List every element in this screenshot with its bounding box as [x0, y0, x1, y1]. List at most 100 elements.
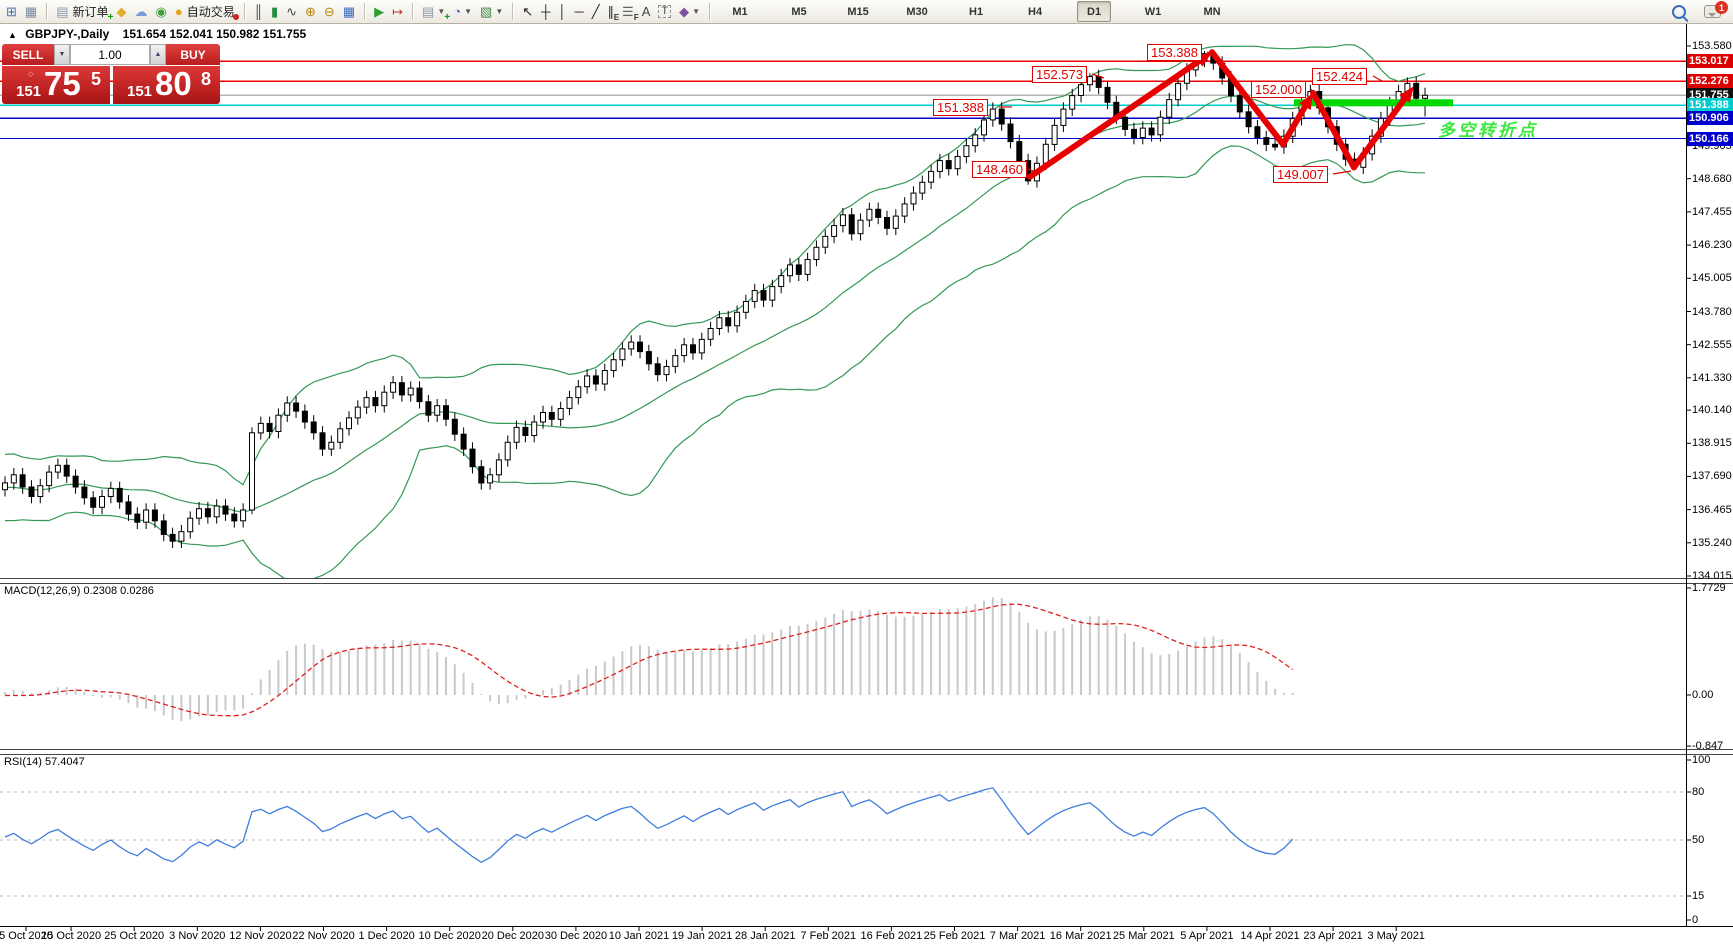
date-label: 10 Dec 2020: [418, 930, 481, 942]
volume-decrease-button[interactable]: ▼: [54, 44, 70, 65]
macd-scale-label: 1.7729: [1692, 582, 1726, 594]
volume-input[interactable]: 1.00: [70, 44, 150, 65]
profiles-icon[interactable]: ▦: [24, 4, 38, 19]
date-label: 15 Oct 2020: [41, 930, 102, 942]
price-callout: 153.388: [1147, 44, 1202, 61]
line-chart-icon[interactable]: ∿: [286, 4, 298, 19]
price-tick-label: 153.580: [1692, 40, 1732, 52]
rsi-pane-separator[interactable]: [0, 749, 1733, 755]
date-label: 5 Apr 2021: [1180, 930, 1234, 942]
price-tick-label: 146.230: [1692, 239, 1732, 252]
date-label: 25 Mar 2021: [1112, 930, 1175, 942]
metaeditor-icon[interactable]: ◆: [116, 4, 127, 19]
signals-icon[interactable]: ◉: [155, 4, 167, 19]
price-callout: 152.424: [1312, 68, 1367, 85]
timeframe-m1[interactable]: M1: [732, 5, 748, 18]
toolbar-group-4: ▤ + ▼ ◔ ▼ ▧ ▼: [416, 0, 509, 23]
timeframe-m30[interactable]: M30: [906, 5, 928, 18]
date-label: 7 Feb 2021: [800, 930, 857, 942]
bid-sup: 5: [90, 69, 101, 89]
auto-scroll-icon[interactable]: ▶: [374, 4, 385, 19]
rsi-scale-label: 50: [1692, 834, 1705, 846]
price-tick-label: 134.015: [1692, 570, 1732, 582]
search-icon[interactable]: [1672, 4, 1686, 19]
price-tick-label: 148.680: [1692, 172, 1732, 185]
chart-shift-icon[interactable]: ↦: [392, 4, 404, 19]
buy-button[interactable]: BUY: [166, 44, 220, 65]
timeframe-m15[interactable]: M15: [847, 5, 869, 18]
timeframe-d1[interactable]: D1: [1077, 1, 1112, 22]
date-label: 1 Dec 2020: [358, 930, 415, 942]
date-label: 25 Oct 2020: [104, 930, 165, 942]
crosshair-icon[interactable]: ┼: [541, 4, 551, 19]
toolbar-right: 1: [1672, 1, 1733, 19]
trendline-icon[interactable]: ╱: [591, 4, 600, 19]
turning-point-note: 多空转折点: [1438, 121, 1538, 140]
price-tick-label: 141.330: [1692, 371, 1732, 384]
time-axis-line: [0, 926, 1733, 927]
ask-prefix: 151: [127, 83, 153, 100]
market-watch-icon[interactable]: ☁: [134, 4, 148, 19]
rsi-scale-label: 80: [1692, 786, 1705, 798]
date-label: 10 Jan 2021: [608, 930, 670, 942]
price-badge: 153.017: [1687, 54, 1733, 69]
bid-prefix: 151: [16, 83, 42, 100]
toolbar-group-2: ║ ▮ ∿ ⊕ ⊖ ▦: [248, 0, 361, 23]
candlestick-chart-icon[interactable]: ▮: [270, 4, 279, 19]
macd-label: MACD(12,26,9) 0.2308 0.0286: [4, 585, 154, 597]
rsi-scale-label: 15: [1692, 890, 1705, 902]
arrows-icon[interactable]: ◆ ▼: [679, 4, 701, 19]
tile-windows-icon[interactable]: ▦: [342, 4, 356, 19]
date-label: 28 Jan 2021: [734, 930, 796, 942]
bid-price-button[interactable]: ◇ 151 75 5: [2, 65, 110, 104]
zoom-out-icon[interactable]: ⊖: [323, 4, 335, 19]
sell-button[interactable]: SELL: [2, 44, 54, 65]
volume-increase-button[interactable]: ▲: [150, 44, 166, 65]
autotrading-button[interactable]: ● 自动交易: [171, 2, 239, 22]
date-label: 12 Nov 2020: [229, 930, 292, 942]
cursor-icon[interactable]: ↖: [522, 4, 534, 19]
new-order-button[interactable]: ▤ 新订单 +: [56, 4, 114, 23]
toolbar-separator: [364, 3, 366, 20]
macd-pane-separator[interactable]: [0, 578, 1733, 584]
text-icon[interactable]: A: [641, 4, 651, 19]
timeframe-h1[interactable]: H1: [969, 5, 984, 18]
date-label: 7 Mar 2021: [989, 930, 1046, 942]
indicators-icon[interactable]: ▤ + ▼: [422, 4, 451, 23]
timeframe-w1[interactable]: W1: [1144, 5, 1162, 18]
vertical-line-icon[interactable]: │: [558, 4, 567, 19]
date-label: 3 May 2021: [1367, 930, 1425, 942]
horizontal-line-icon[interactable]: ─: [574, 4, 584, 19]
toolbar-separator: [709, 3, 711, 20]
toolbar-group-3: ▶ ↦: [368, 0, 409, 23]
chart-title: ▲ GBPJPY-,Daily 151.654 152.041 150.982 …: [8, 27, 306, 41]
price-badge: 152.276: [1687, 74, 1733, 89]
price-tick-label: 140.140: [1692, 404, 1732, 417]
date-label: 30 Dec 2020: [544, 930, 608, 942]
chat-icon[interactable]: 1: [1704, 1, 1728, 18]
ask-price-button[interactable]: 151 80 8: [113, 65, 220, 104]
ask-big: 80: [155, 65, 192, 102]
bid-big: 75: [44, 65, 81, 102]
timeframe-m5[interactable]: M5: [791, 5, 807, 18]
price-tick-label: 147.455: [1692, 205, 1732, 218]
zoom-in-icon[interactable]: ⊕: [305, 4, 316, 19]
collapse-panel-icon[interactable]: ▲: [8, 30, 17, 40]
new-chart-icon[interactable]: ⊞: [6, 4, 17, 19]
main-toolbar: ⊞ ▦ ▤ 新订单 + ◆ ☁ ◉ ● 自动交易 ║ ▮ ∿ ⊕ ⊖ ▦ ▶ ↦ ▤ + ▼ ◔ ▼ ▧ ▼ ↖ ┼ │ ─ ╱ ∥ E ☰ F A…: [0, 0, 1733, 24]
templates-icon[interactable]: ▧ ▼: [480, 4, 504, 19]
price-tick-label: 135.240: [1692, 536, 1732, 549]
periods-icon[interactable]: ◔ ▼: [453, 4, 473, 19]
channel-icon[interactable]: ∥ E: [607, 4, 620, 22]
timeframe-h4[interactable]: H4: [1028, 5, 1043, 18]
date-label: 23 Apr 2021: [1303, 930, 1363, 942]
timeframe-mn[interactable]: MN: [1203, 5, 1221, 18]
toolbar-group-0: ⊞ ▦: [0, 0, 43, 23]
fibonacci-icon[interactable]: ☰ F: [622, 4, 639, 22]
text-label-icon[interactable]: T: [654, 2, 675, 22]
date-label: 19 Jan 2021: [671, 930, 733, 942]
price-badge: 151.388: [1687, 98, 1733, 113]
bar-chart-icon[interactable]: ║: [253, 4, 263, 19]
